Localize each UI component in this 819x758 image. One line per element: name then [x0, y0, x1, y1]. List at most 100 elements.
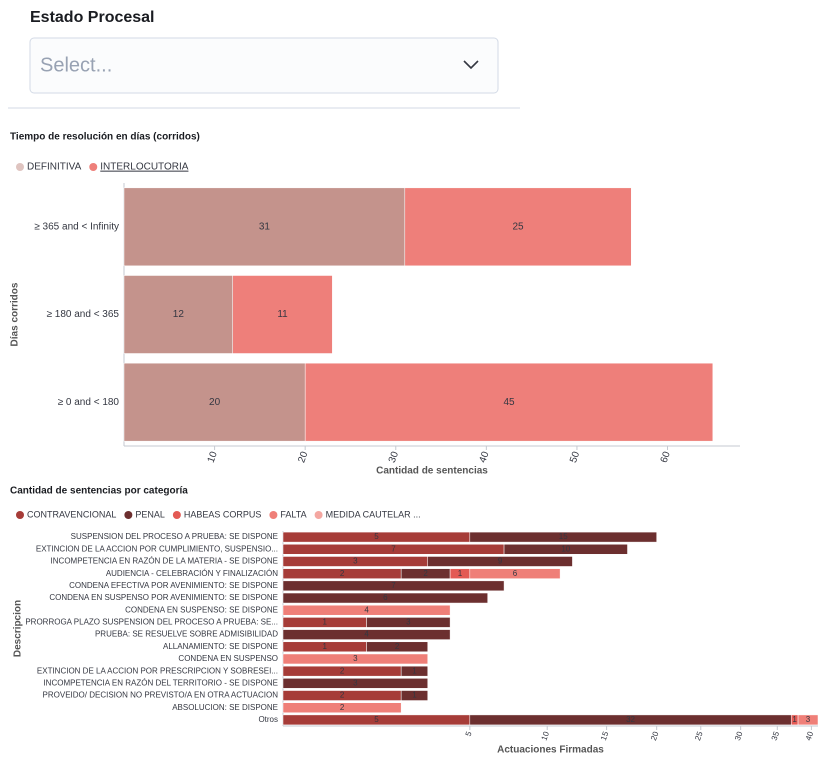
- x-tick-label: 40: [478, 450, 492, 465]
- bar-value-label: 1: [412, 666, 417, 675]
- bar-value-label: 6: [383, 593, 388, 602]
- legend-dot: [16, 163, 24, 171]
- bar-segment: [282, 653, 428, 665]
- legend-label[interactable]: PENAL: [135, 509, 165, 519]
- legend-dot: [172, 511, 181, 519]
- y-tick-label: CONDENA EN SUSPENSO: SE DISPONE: [125, 605, 278, 614]
- x-tick-label: 20: [649, 730, 661, 742]
- y-tick-label: AUDIENCIA - CELEBRACIÓN Y FINALIZACIÓN: [106, 569, 278, 578]
- chevron[interactable]: [463, 60, 479, 70]
- x-axis-title: Actuaciones Firmadas: [497, 745, 604, 756]
- bar-value-label: 3: [353, 557, 358, 566]
- legend-label[interactable]: HABEAS CORPUS: [184, 509, 262, 519]
- bar-segment: [503, 544, 628, 555]
- bar-segment: [282, 604, 451, 616]
- legend-dot: [124, 511, 133, 519]
- bar-value-label: 3: [406, 618, 411, 627]
- select-placeholder: Select...: [40, 54, 112, 76]
- bar-value-label: 2: [340, 666, 345, 675]
- chart-title: Tiempo de resolución en días (corridos): [10, 132, 200, 143]
- bar-segment: [282, 702, 402, 713]
- bar-value-label: 7: [391, 544, 396, 553]
- x-tick-label: 35: [770, 730, 782, 742]
- legend-dot: [314, 511, 323, 519]
- bar-value-label: 1: [792, 715, 797, 724]
- bar-value-label: 12: [173, 309, 185, 320]
- bar-segment: [400, 690, 428, 701]
- bar-segment: [282, 592, 488, 604]
- bar-value-label: 25: [512, 221, 524, 232]
- x-tick-label: 10: [540, 730, 552, 742]
- bar-value-label: 9: [498, 557, 503, 566]
- legend-label[interactable]: INTERLOCUTORIA: [100, 162, 188, 173]
- bar-value-label: 3: [806, 715, 811, 724]
- x-tick-label: 40: [804, 730, 816, 742]
- bar-value-label: 1: [323, 642, 328, 651]
- bar-value-label: 2: [340, 569, 345, 578]
- legend-label[interactable]: DEFINITIVA: [27, 162, 82, 173]
- bar-value-label: 7: [391, 581, 396, 590]
- legend-dot: [89, 163, 98, 171]
- bar-value-label: 4: [364, 630, 369, 639]
- bar-value-label: 31: [259, 221, 271, 232]
- y-tick-label: Otros: [258, 715, 278, 724]
- bar-value-label: 2: [340, 691, 345, 700]
- bar-value-label: 6: [513, 569, 518, 578]
- y-tick-label: ≥ 180 and < 365: [47, 309, 120, 320]
- y-tick-label: ≥ 365 and < Infinity: [34, 221, 119, 232]
- bar-segment: [123, 187, 406, 267]
- field-label: Estado Procesal: [30, 9, 155, 26]
- legend-label[interactable]: CONTRAVENCIONAL: [27, 509, 116, 519]
- y-tick-label: EXTINCION DE LA ACCION POR CUMPLIMIENTO,…: [36, 544, 278, 553]
- x-axis-title: Cantidad de sentencias: [376, 466, 488, 477]
- y-tick-label: CONDENA EFECTIVA POR AVENIMIENTO: SE DIS…: [69, 581, 278, 590]
- y-axis-title: Descripcion: [13, 600, 24, 657]
- y-tick-label: INCOMPETENCIA EN RAZÓN DE LA MATERIA - S…: [51, 557, 278, 566]
- legend-label[interactable]: FALTA: [280, 509, 306, 519]
- x-tick-label: 10: [206, 450, 220, 465]
- x-tick-label: 25: [693, 730, 705, 742]
- bar-segment: [797, 714, 819, 726]
- bar-value-label: 2: [395, 642, 400, 651]
- legend-dot: [269, 511, 278, 519]
- bar-segment: [123, 275, 233, 354]
- bar-value-label: 3: [353, 678, 358, 687]
- bar-value-label: 15: [559, 532, 568, 541]
- bar-segment: [123, 362, 306, 442]
- y-axis-title: Días corridos: [10, 282, 21, 346]
- bar-segment: [400, 665, 428, 677]
- x-tick-label: 50: [568, 450, 582, 465]
- bar-segment: [282, 629, 451, 640]
- y-tick-label: PRORROGA PLAZO SUSPENSION DEL PROCESO A …: [25, 618, 278, 627]
- legend-label[interactable]: MEDIDA CAUTELAR ...: [326, 509, 421, 519]
- bar-value-label: 10: [561, 544, 570, 553]
- bar-value-label: 5: [374, 715, 379, 724]
- bar-segment: [469, 568, 561, 579]
- chart-title: Cantidad de sentencias por categoría: [10, 486, 188, 497]
- bar-segment: [282, 580, 505, 592]
- y-tick-label: EXTINCION DE LA ACCION POR PRESCRIPCION …: [37, 666, 278, 675]
- legend-dot: [16, 511, 24, 519]
- bar-value-label: 3: [353, 654, 358, 663]
- bar-value-label: 20: [209, 397, 221, 408]
- x-tick-label: 30: [733, 730, 745, 742]
- y-tick-label: ABSOLUCION: SE DISPONE: [172, 703, 278, 712]
- x-tick-label: 5: [464, 730, 474, 738]
- bar-segment: [366, 617, 451, 628]
- bar-segment: [366, 641, 428, 653]
- select-box[interactable]: [29, 37, 499, 94]
- y-tick-label: PROVEIDO/ DECISION NO PREVISTO/A EN OTRA…: [43, 691, 279, 700]
- x-tick-label: 20: [296, 450, 310, 465]
- bar-value-label: 1: [323, 618, 328, 627]
- bar-value-label: 1: [458, 569, 463, 578]
- bar-segment: [469, 531, 657, 543]
- bar-value-label: 45: [503, 397, 515, 408]
- bar-segment: [427, 556, 573, 567]
- x-tick-label: 60: [659, 450, 673, 465]
- x-tick-label: 30: [387, 450, 401, 465]
- bar-value-label: 2: [423, 569, 428, 578]
- y-tick-label: CONDENA EN SUSPENSO POR AVENIMIENTO: SE …: [49, 593, 278, 602]
- x-tick-label: 15: [599, 730, 611, 742]
- bar-segment: [232, 275, 333, 354]
